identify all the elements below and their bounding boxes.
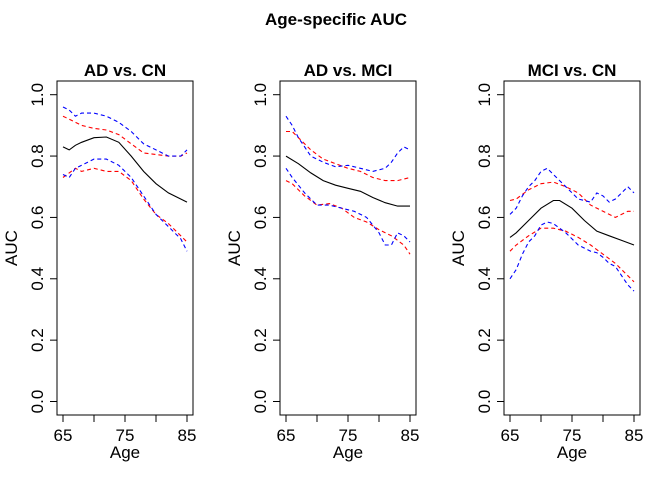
y-tick-label: 0.2 (251, 328, 270, 352)
chart-panel: AD vs. CN 65 75 85 0.0 0.2 0.4 0.6 0.8 1.0 Age AUC (2, 61, 196, 462)
y-tick-label: 0.0 (251, 390, 270, 414)
y-tick-label: 0.8 (28, 144, 47, 168)
auc-estimate-line (285, 155, 410, 207)
y-tick-label: 0.2 (475, 328, 494, 352)
red-dashed-bound-line (285, 180, 411, 255)
blue-dashed-bound-line (285, 167, 411, 246)
red-dashed-bound-line (509, 181, 634, 219)
y-tick-label: 0.6 (251, 206, 270, 230)
x-axis-label: Age (557, 443, 587, 462)
x-tick-label: 85 (178, 426, 197, 445)
panel-title: AD vs. CN (84, 61, 166, 80)
y-tick-label: 1.0 (251, 83, 270, 107)
y-tick-label: 1.0 (28, 83, 47, 107)
y-tick-label: 0.6 (475, 206, 494, 230)
blue-dashed-bound-line (62, 106, 188, 157)
y-tick-label: 0.2 (28, 328, 47, 352)
chart-panel: AD vs. MCI 65 75 85 0.0 0.2 0.4 0.6 0.8 1.0 Age AUC (225, 61, 419, 462)
y-tick-label: 0.4 (251, 267, 270, 291)
y-tick-label: 0.4 (475, 267, 494, 291)
x-tick-label: 75 (116, 426, 135, 445)
y-tick-label: 0.8 (251, 144, 270, 168)
y-tick-label: 1.0 (475, 83, 494, 107)
x-tick-label: 85 (401, 426, 420, 445)
y-tick-label: 0.6 (28, 206, 47, 230)
x-tick-label: 75 (563, 426, 582, 445)
y-tick-label: 0.4 (28, 267, 47, 291)
blue-dashed-bound-line (509, 167, 635, 215)
x-tick-label: 75 (339, 426, 358, 445)
auc-estimate-line (509, 199, 635, 246)
red-dashed-bound-line (286, 130, 411, 182)
red-dashed-bound-line (509, 227, 635, 283)
y-axis-label: AUC (2, 230, 21, 266)
x-tick-label: 65 (277, 426, 296, 445)
blue-dashed-bound-line (509, 221, 635, 292)
y-tick-label: 0.8 (475, 144, 494, 168)
x-tick-label: 85 (625, 426, 644, 445)
figure-title: Age-specific AUC (265, 10, 407, 29)
y-tick-label: 0.0 (28, 390, 47, 414)
x-tick-label: 65 (54, 426, 73, 445)
red-dashed-bound-line (62, 115, 188, 157)
x-axis-label: Age (333, 443, 363, 462)
y-axis-label: AUC (449, 230, 468, 266)
y-axis-label: AUC (225, 230, 244, 266)
panel-title: AD vs. MCI (304, 61, 393, 80)
blue-dashed-bound-line (62, 158, 188, 252)
blue-dashed-bound-line (285, 115, 411, 172)
x-tick-label: 65 (501, 426, 520, 445)
y-tick-label: 0.0 (475, 390, 494, 414)
panel-title: MCI vs. CN (528, 61, 617, 80)
chart-panel: MCI vs. CN 65 75 85 0.0 0.2 0.4 0.6 0.8 1.0 Age AUC (449, 61, 643, 462)
x-axis-label: Age (110, 443, 140, 462)
auc-estimate-line (62, 136, 188, 203)
